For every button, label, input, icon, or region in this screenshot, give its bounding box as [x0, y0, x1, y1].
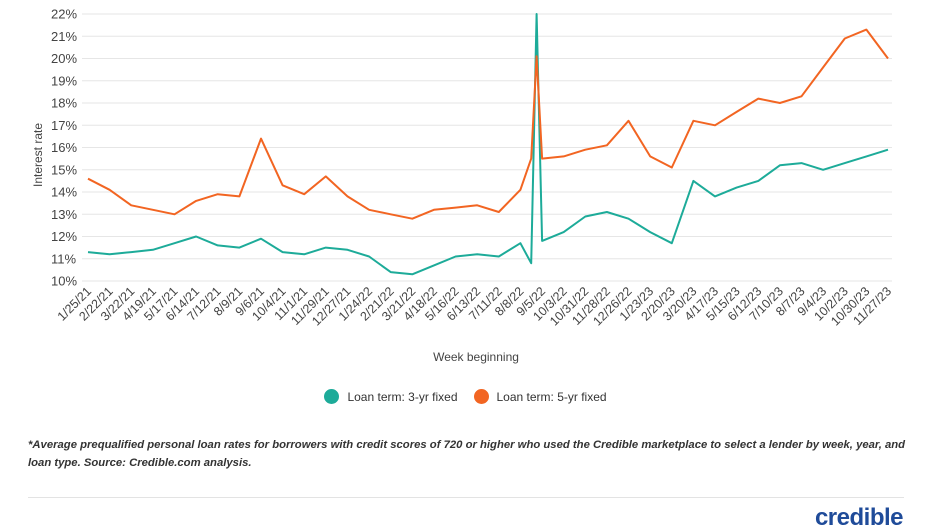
y-tick-label: 15% — [51, 162, 77, 177]
legend-swatch-5yr — [473, 389, 489, 404]
credible-logo: credible — [814, 504, 904, 531]
footnote: *Average prequalified personal loan rate… — [28, 439, 906, 469]
y-tick-label: 10% — [51, 274, 77, 289]
x-axis-title: Week beginning — [433, 350, 519, 364]
y-tick-label: 22% — [51, 7, 77, 22]
y-tick-label: 11% — [51, 251, 76, 266]
y-tick-label: 16% — [51, 140, 77, 155]
legend-label-5yr: Loan term: 5-yr fixed — [496, 389, 607, 404]
y-tick-label: 14% — [51, 185, 77, 200]
y-tick-label: 21% — [51, 29, 77, 44]
line-chart: 10%11%12%13%14%15%16%17%18%19%20%21%22% … — [31, 7, 894, 365]
y-axis-title: Interest rate — [31, 123, 45, 187]
legend-label-3yr: Loan term: 3-yr fixed — [347, 389, 458, 404]
x-axis-ticks: 1/25/212/22/213/22/214/19/215/17/216/14/… — [55, 284, 894, 328]
series-line-5yr — [87, 28, 889, 220]
divider — [28, 497, 904, 498]
legend-item-5yr: Loan term: 5-yr fixed — [473, 389, 607, 404]
y-tick-label: 18% — [51, 96, 77, 111]
y-axis-ticks: 10% 11% 12% 13% 14% 15% 16% 17% 18% 19% 20% 21% 22% — [51, 7, 77, 289]
y-tick-label: 19% — [51, 73, 77, 88]
grid-lines — [82, 13, 892, 282]
y-tick-label: 12% — [51, 229, 77, 244]
chart-legend: Loan term: 3-yr fixed Loan term: 5-yr fi… — [0, 389, 931, 404]
series-lines — [87, 13, 889, 276]
series-line-3yr — [87, 13, 889, 276]
legend-item-3yr: Loan term: 3-yr fixed — [324, 389, 458, 404]
y-tick-label: 17% — [51, 118, 77, 133]
y-tick-label: 20% — [51, 51, 77, 66]
y-tick-label: 13% — [51, 207, 77, 222]
legend-swatch-3yr — [324, 389, 340, 404]
